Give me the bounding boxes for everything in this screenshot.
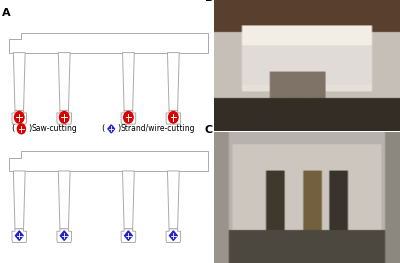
Polygon shape [60,231,68,240]
Text: (: ( [102,124,105,133]
Polygon shape [12,110,26,124]
Polygon shape [170,231,177,240]
Polygon shape [58,171,70,229]
Text: A: A [2,8,11,18]
Polygon shape [122,53,134,110]
Polygon shape [166,229,181,242]
Circle shape [60,112,69,123]
Text: Saw-cutting: Saw-cutting [32,124,78,133]
Polygon shape [8,33,208,53]
Circle shape [17,124,26,134]
Text: ): ) [29,124,32,133]
Text: (: ( [11,124,14,133]
Text: Strand/wire-cutting: Strand/wire-cutting [121,124,196,133]
Circle shape [14,112,24,123]
Text: ): ) [118,124,121,133]
Polygon shape [166,110,181,124]
Polygon shape [16,231,23,240]
Polygon shape [108,125,114,133]
Polygon shape [121,229,136,242]
Circle shape [169,112,178,123]
Polygon shape [124,231,132,240]
Polygon shape [8,151,208,171]
Polygon shape [12,229,26,242]
Text: B: B [205,0,213,3]
Polygon shape [58,53,70,110]
Polygon shape [57,110,72,124]
Polygon shape [13,171,25,229]
Polygon shape [13,53,25,110]
Circle shape [124,112,133,123]
Polygon shape [122,171,134,229]
Text: C: C [205,125,213,135]
Polygon shape [168,53,179,110]
Polygon shape [121,110,136,124]
Polygon shape [168,171,179,229]
Polygon shape [57,229,72,242]
